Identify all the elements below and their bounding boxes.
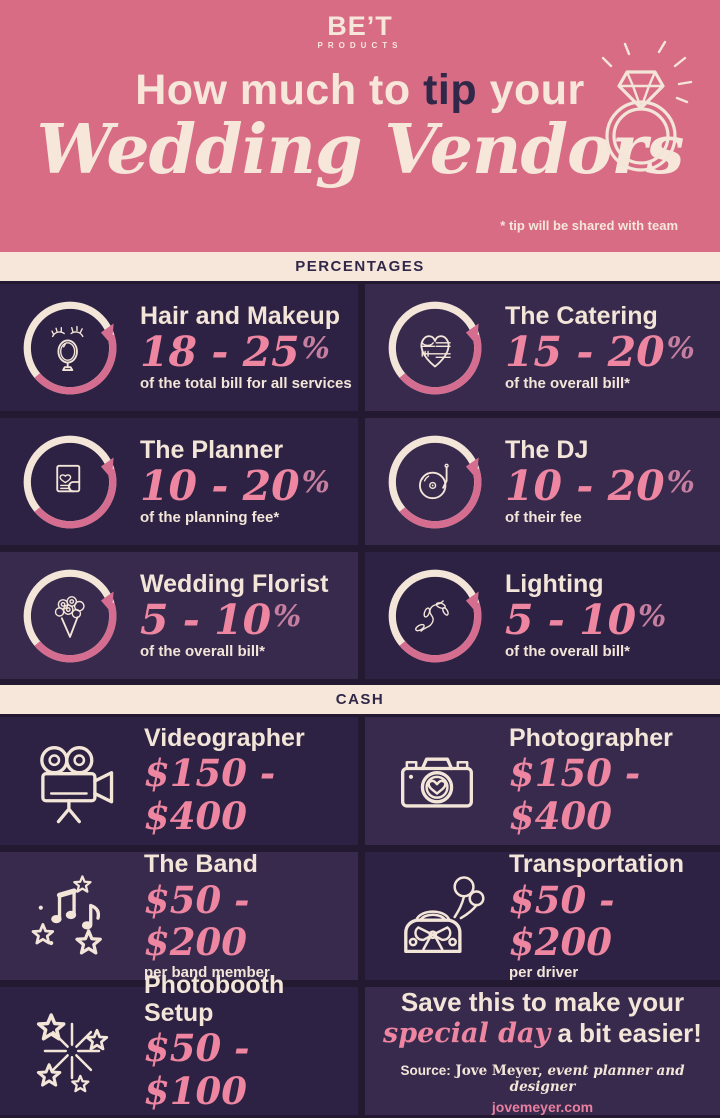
outro-line2: special day a bit easier! — [383, 1018, 702, 1050]
percent-sign: % — [301, 330, 330, 366]
percentages-grid: Hair and Makeup 18 - 25% of the total bi… — [0, 281, 720, 685]
source-role: event planner and designer — [509, 1062, 685, 1095]
tip-range-value: 18 - 25 — [140, 328, 300, 377]
music-notes-icon — [31, 875, 102, 955]
vendor-title: The DJ — [505, 435, 589, 464]
tip-range-value: 10 - 20 — [505, 462, 665, 511]
progress-ring — [385, 298, 485, 398]
vendor-title: The Catering — [505, 301, 658, 330]
vendor-card-lighting: Lighting 5 - 10% of the overall bill* — [365, 552, 720, 679]
tip-amount: $50 - $200 — [144, 877, 250, 965]
tip-note: of the planning fee* — [140, 509, 280, 527]
vendor-card-videographer: Videographer $150 - $400 — [0, 717, 358, 845]
cash-grid: Videographer $150 - $400 Photographer $1… — [0, 714, 720, 1118]
vendor-card-hair-and-makeup: Hair and Makeup 18 - 25% of the total bi… — [0, 284, 358, 411]
tip-range: 10 - 20% — [505, 464, 695, 508]
source-label: Source: — [400, 1062, 451, 1078]
percent-sign: % — [666, 464, 695, 500]
source-name: Jove Meyer, — [450, 1062, 548, 1079]
best-products-logo: BE’T PRODUCTS — [0, 0, 720, 50]
tip-range: 15 - 20% — [505, 330, 695, 374]
percent-sign: % — [666, 330, 695, 366]
tip-range-value: 10 - 20 — [140, 462, 300, 511]
progress-ring — [20, 566, 120, 666]
script-title: Wedding Vendors — [36, 110, 685, 190]
video-camera-icon — [40, 746, 114, 824]
tip-note: per band member — [144, 963, 270, 981]
vendor-title: Transportation — [509, 850, 685, 879]
tip-note: of the overall bill* — [505, 643, 631, 661]
tip-note: per person — [144, 1113, 358, 1118]
progress-ring — [20, 298, 120, 398]
percent-sign: % — [273, 598, 302, 634]
title-post: your — [477, 66, 585, 114]
planner-document-icon — [56, 464, 81, 492]
tip-range: 5 - 10% — [140, 598, 328, 642]
title-highlight: tip — [423, 66, 478, 114]
percent-sign: % — [638, 598, 667, 634]
tip-note: of the total bill for all services — [140, 375, 352, 393]
tip-range-value: 5 - 10 — [505, 596, 637, 645]
tip-range-value: 5 - 10 — [140, 596, 272, 645]
tip-range: 18 - 25% — [140, 330, 352, 374]
cash-band: CASH — [0, 685, 720, 714]
vendor-card-photobooth-setup: Photobooth Setup $50 - $100 per person — [0, 972, 358, 1118]
tip-range-value: 15 - 20 — [505, 328, 665, 377]
title-pre: How much to — [135, 66, 424, 114]
outro-line1: Save this to make your — [400, 987, 685, 1018]
makeup-mirror-icon — [51, 325, 84, 371]
tip-note: of their fee — [505, 509, 582, 527]
vendor-title: Videographer — [144, 723, 305, 752]
progress-ring — [20, 432, 120, 532]
vendor-title: Photobooth Setup — [144, 971, 285, 1027]
vendor-title: Photographer — [509, 723, 673, 752]
outro-card: Save this to make your special day a bit… — [365, 987, 720, 1115]
vendor-card-transportation: Transportation $50 - $200 per driver — [365, 850, 720, 981]
vendor-card-the-planner: The Planner 10 - 20% of the planning fee… — [0, 418, 358, 545]
fireworks-icon — [36, 1013, 109, 1093]
catering-heart-icon — [420, 334, 451, 367]
percent-sign: % — [301, 464, 330, 500]
tip-amount: $150 - $400 — [144, 751, 276, 838]
header: BE’T PRODUCTS How much to tip your Weddi… — [0, 0, 720, 252]
tip-range: 5 - 10% — [505, 598, 666, 642]
vendor-card-the-dj: The DJ 10 - 20% of their fee — [365, 418, 720, 545]
dj-record-icon — [418, 463, 449, 499]
tip-note: per driver — [509, 963, 579, 981]
vendor-title: The Band — [144, 850, 258, 879]
outro-line2-rest: a bit easier! — [550, 1018, 702, 1049]
tip-footnote: * tip will be shared with team — [500, 218, 678, 233]
wedding-car-icon — [404, 876, 485, 954]
string-lights-icon — [415, 599, 449, 632]
vendor-title: Lighting — [505, 569, 604, 598]
logo-text: BE’T — [327, 11, 393, 41]
tip-amount: $50 - $200 — [509, 877, 615, 965]
vendor-title: Hair and Makeup — [140, 301, 341, 330]
percentages-band: PERCENTAGES — [0, 252, 720, 281]
vendor-card-the-band: The Band $50 - $200 per band member — [0, 850, 358, 981]
vendor-title: Wedding Florist — [140, 569, 329, 598]
vendor-title: The Planner — [140, 435, 284, 464]
source-line: Source: Jove Meyer, event planner and de… — [375, 1063, 710, 1095]
source-website: jovemeyer.com — [491, 1098, 594, 1115]
diamond-ring-icon — [582, 40, 704, 182]
progress-ring — [385, 432, 485, 532]
florist-bouquet-icon — [54, 595, 85, 638]
vendor-card-the-catering: The Catering 15 - 20% of the overall bil… — [365, 284, 720, 411]
tip-note: of the overall bill* — [505, 375, 631, 393]
outro-highlight: special day — [383, 1018, 551, 1050]
logo-subtext: PRODUCTS — [317, 41, 403, 50]
progress-ring — [385, 566, 485, 666]
tip-amount: $50 - $100 — [144, 1026, 250, 1113]
vendor-card-photographer: Photographer $150 - $400 — [365, 717, 720, 845]
tip-note: of the overall bill* — [140, 643, 266, 661]
photo-camera-icon — [401, 757, 473, 808]
tip-amount: $150 - $400 — [509, 751, 641, 838]
page-title: How much to tip your — [0, 66, 720, 115]
vendor-card-wedding-florist: Wedding Florist 5 - 10% of the overall b… — [0, 552, 358, 679]
tip-range: 10 - 20% — [140, 464, 330, 508]
